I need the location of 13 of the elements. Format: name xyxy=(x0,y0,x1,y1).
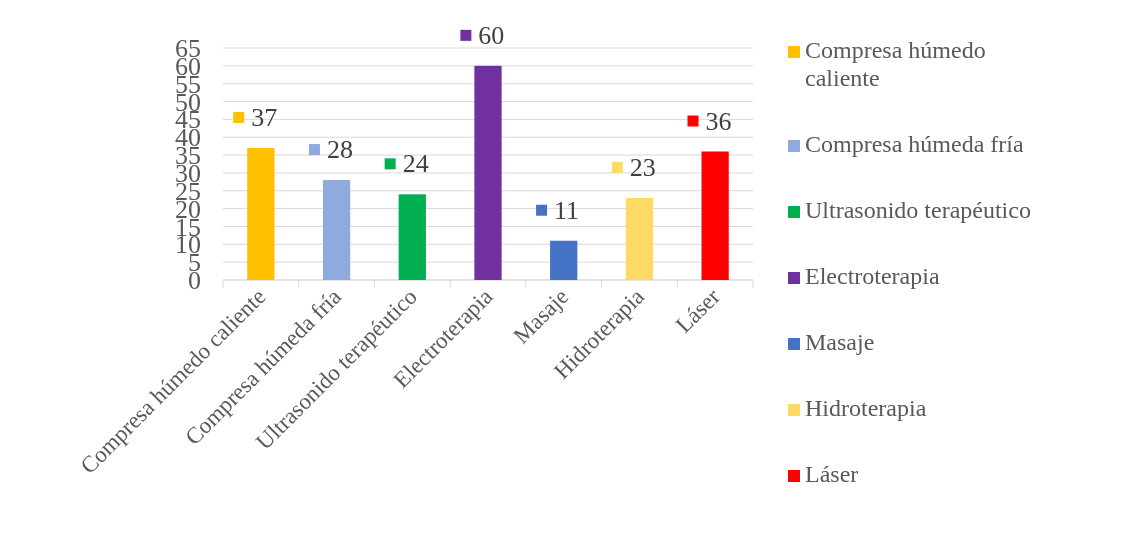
data-label: 11 xyxy=(554,195,580,225)
data-label: 24 xyxy=(402,149,429,179)
legend-label: Láser xyxy=(805,461,859,487)
legend-label: Hidroterapia xyxy=(805,395,927,421)
legend-label: Compresa húmeda fría xyxy=(805,131,1024,157)
data-label: 28 xyxy=(326,135,353,165)
legend-label: Ultrasonido terapéutico xyxy=(805,197,1031,223)
data-label: 23 xyxy=(629,152,656,182)
data-label: 36 xyxy=(705,106,732,136)
legend-label: Electroterapia xyxy=(805,263,940,289)
legend-label: Compresa húmedo caliente xyxy=(805,37,986,91)
data-label: 60 xyxy=(478,20,505,50)
data-label: 37 xyxy=(251,102,278,132)
